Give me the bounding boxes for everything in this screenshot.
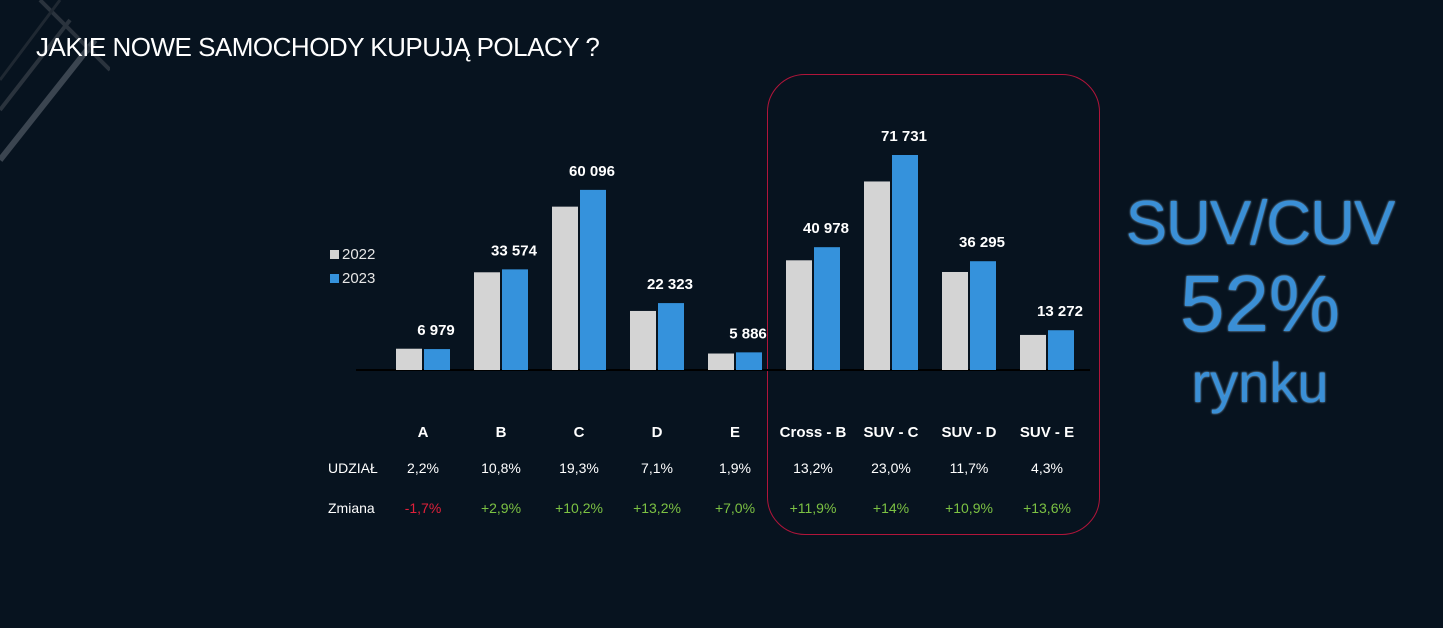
share-value: 13,2% xyxy=(793,460,833,476)
share-value: 19,3% xyxy=(559,460,599,476)
change-value: +11,9% xyxy=(789,500,837,516)
share-value: 1,9% xyxy=(719,460,751,476)
bar-2023-c xyxy=(580,189,606,370)
bar-2023-suvc xyxy=(892,155,918,370)
suv-highlight-frame xyxy=(767,74,1100,535)
data-label: 13 272 xyxy=(1037,303,1083,320)
share-row-label: UDZIAŁ xyxy=(328,460,378,476)
category-label: SUV - E xyxy=(1019,424,1075,441)
bar-2022-e xyxy=(708,353,734,370)
change-value: +7,0% xyxy=(714,500,756,516)
share-value: 11,7% xyxy=(949,460,989,476)
data-label: 71 731 xyxy=(881,128,927,145)
legend-item-2023: 2023 xyxy=(330,266,375,290)
category-label: D xyxy=(651,424,663,441)
legend-label-2022: 2022 xyxy=(342,245,376,263)
change-value: -1,7% xyxy=(404,500,442,516)
corner-decoration xyxy=(0,0,110,162)
callout-percentage: 52% xyxy=(1179,259,1341,348)
share-value: 2,2% xyxy=(407,460,439,476)
bar-2022-c xyxy=(552,206,578,370)
bar-2023-suve xyxy=(1048,330,1074,370)
bar-2023-crossb xyxy=(814,247,840,370)
legend-swatch-2023 xyxy=(330,273,339,283)
change-value: +10,2% xyxy=(555,500,603,516)
change-value: +13,6% xyxy=(1023,500,1071,516)
category-label: SUV - D xyxy=(941,424,997,441)
data-label: 6 979 xyxy=(417,322,455,339)
bar-2022-b xyxy=(474,272,500,370)
data-label: 60 096 xyxy=(569,163,615,180)
data-label: 33 574 xyxy=(491,242,538,259)
callout-suv-cuv: SUV/CUV xyxy=(1125,189,1396,258)
share-value: 7,1% xyxy=(641,460,673,476)
share-value: 10,8% xyxy=(481,460,521,476)
change-value: +14% xyxy=(872,500,910,516)
bar-2022-crossb xyxy=(786,260,812,370)
change-row-label: Zmiana xyxy=(328,500,375,516)
data-label: 40 978 xyxy=(803,220,849,237)
bar-2022-d xyxy=(630,310,656,370)
bar-2022-suve xyxy=(1020,334,1046,370)
bar-2023-b xyxy=(502,269,528,370)
data-label: 5 886 xyxy=(729,325,767,342)
legend-item-2022: 2022 xyxy=(330,242,375,266)
change-value: +13,2% xyxy=(633,500,681,516)
bar-2023-e xyxy=(736,352,762,370)
change-value: +2,9% xyxy=(480,500,522,516)
bar-2022-a xyxy=(396,348,422,370)
category-label: A xyxy=(417,424,429,441)
bar-2023-a xyxy=(424,349,450,370)
share-value: 23,0% xyxy=(871,460,911,476)
category-label: C xyxy=(573,424,585,441)
page-title: JAKIE NOWE SAMOCHODY KUPUJĄ POLACY ? xyxy=(36,32,600,62)
data-label: 36 295 xyxy=(959,234,1005,251)
bar-2023-d xyxy=(658,303,684,370)
share-value: 4,3% xyxy=(1031,460,1063,476)
category-label: E xyxy=(729,424,740,441)
callout-market: rynku xyxy=(1191,351,1329,414)
bar-2022-suvd xyxy=(942,271,968,370)
chart-legend: 2022 2023 xyxy=(330,242,375,290)
bar-2022-suvc xyxy=(864,181,890,370)
category-label: SUV - C xyxy=(863,424,919,441)
legend-label-2023: 2023 xyxy=(342,269,376,287)
legend-swatch-2022 xyxy=(330,249,339,259)
category-label: Cross - B xyxy=(779,424,847,441)
bar-2023-suvd xyxy=(970,261,996,370)
change-value: +10,9% xyxy=(945,500,993,516)
data-label: 22 323 xyxy=(647,276,693,293)
category-label: B xyxy=(495,424,507,441)
